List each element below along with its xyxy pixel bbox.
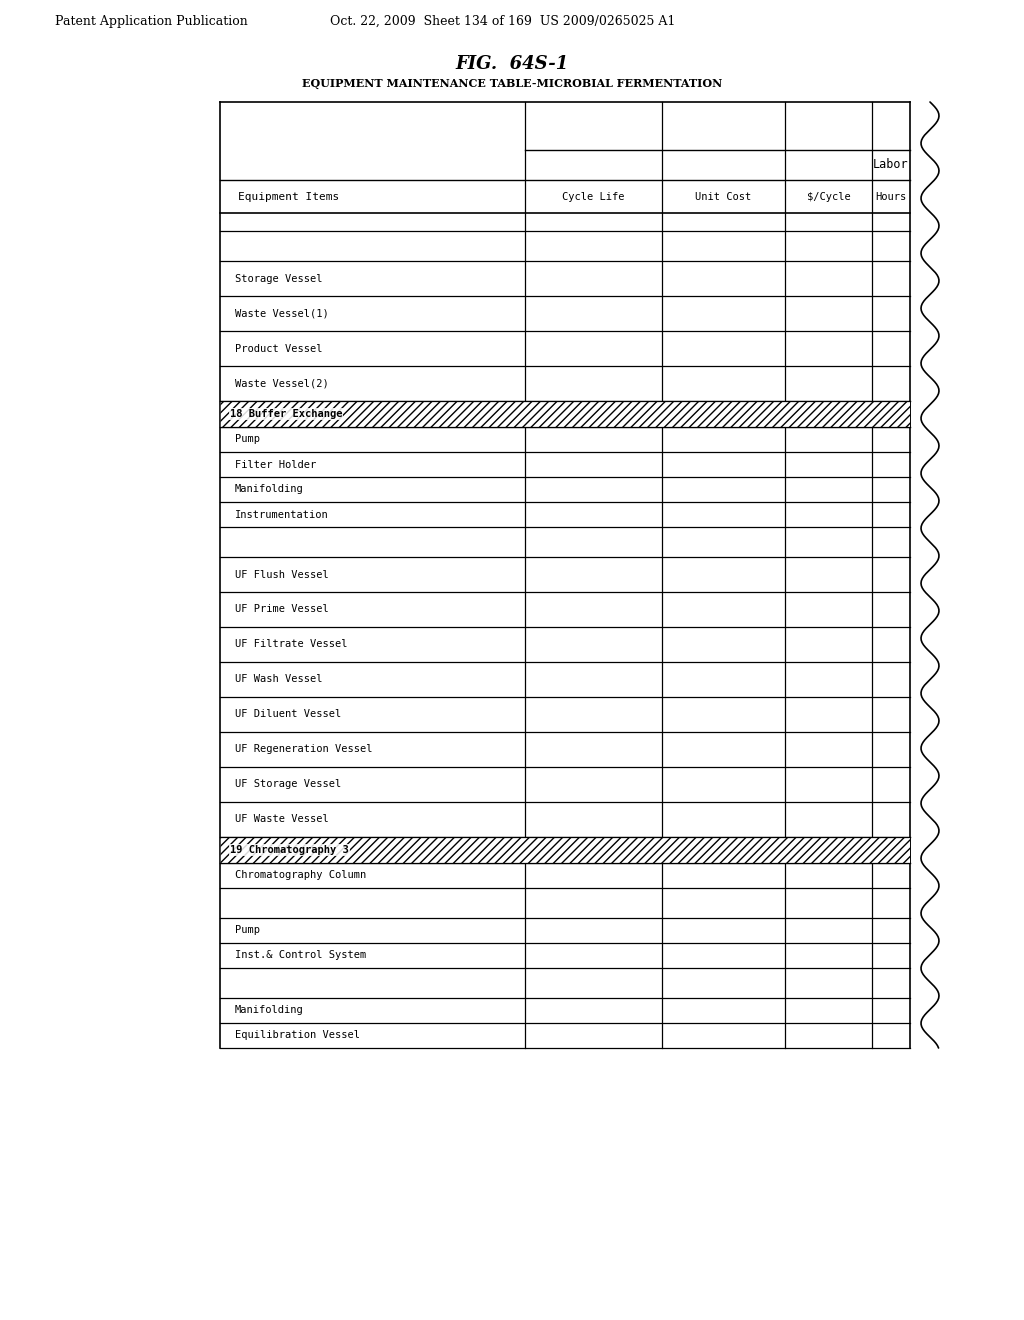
Text: Instrumentation: Instrumentation (234, 510, 329, 520)
Text: UF Prime Vessel: UF Prime Vessel (234, 605, 329, 615)
Text: Equipment Items: Equipment Items (238, 191, 339, 202)
Text: UF Filtrate Vessel: UF Filtrate Vessel (234, 639, 347, 649)
Text: UF Storage Vessel: UF Storage Vessel (234, 780, 341, 789)
Text: Inst.& Control System: Inst.& Control System (234, 950, 367, 961)
Text: UF Flush Vessel: UF Flush Vessel (234, 569, 329, 579)
Text: 18 Buffer Exchange: 18 Buffer Exchange (230, 409, 342, 418)
Text: Manifolding: Manifolding (234, 1006, 304, 1015)
Text: Pump: Pump (234, 925, 260, 936)
Text: Cycle Life: Cycle Life (562, 191, 625, 202)
Text: Manifolding: Manifolding (234, 484, 304, 495)
Text: EQUIPMENT MAINTENANCE TABLE-MICROBIAL FERMENTATION: EQUIPMENT MAINTENANCE TABLE-MICROBIAL FE… (302, 78, 722, 88)
Bar (220, 837, 910, 863)
Text: UF Diluent Vessel: UF Diluent Vessel (234, 709, 341, 719)
Text: 19 Chromatography 3: 19 Chromatography 3 (230, 845, 349, 855)
Text: Filter Holder: Filter Holder (234, 459, 316, 470)
Text: UF Regeneration Vessel: UF Regeneration Vessel (234, 744, 373, 755)
Text: UF Waste Vessel: UF Waste Vessel (234, 814, 329, 825)
Text: Equilibration Vessel: Equilibration Vessel (234, 1031, 360, 1040)
Text: Waste Vessel(1): Waste Vessel(1) (234, 309, 329, 318)
Text: Pump: Pump (234, 434, 260, 445)
Text: Chromatography Column: Chromatography Column (234, 870, 367, 880)
Text: Storage Vessel: Storage Vessel (234, 273, 323, 284)
Text: Hours: Hours (876, 191, 906, 202)
Bar (220, 837, 910, 863)
Text: Waste Vessel(2): Waste Vessel(2) (234, 379, 329, 388)
Text: Labor: Labor (873, 158, 909, 172)
Bar (220, 401, 910, 426)
Text: Product Vessel: Product Vessel (234, 343, 323, 354)
Bar (220, 401, 910, 426)
Text: Oct. 22, 2009  Sheet 134 of 169  US 2009/0265025 A1: Oct. 22, 2009 Sheet 134 of 169 US 2009/0… (330, 15, 676, 28)
Text: $/Cycle: $/Cycle (807, 191, 850, 202)
Text: Unit Cost: Unit Cost (695, 191, 752, 202)
Text: Patent Application Publication: Patent Application Publication (55, 15, 248, 28)
Text: FIG.  64S-1: FIG. 64S-1 (456, 55, 568, 73)
Text: UF Wash Vessel: UF Wash Vessel (234, 675, 323, 685)
